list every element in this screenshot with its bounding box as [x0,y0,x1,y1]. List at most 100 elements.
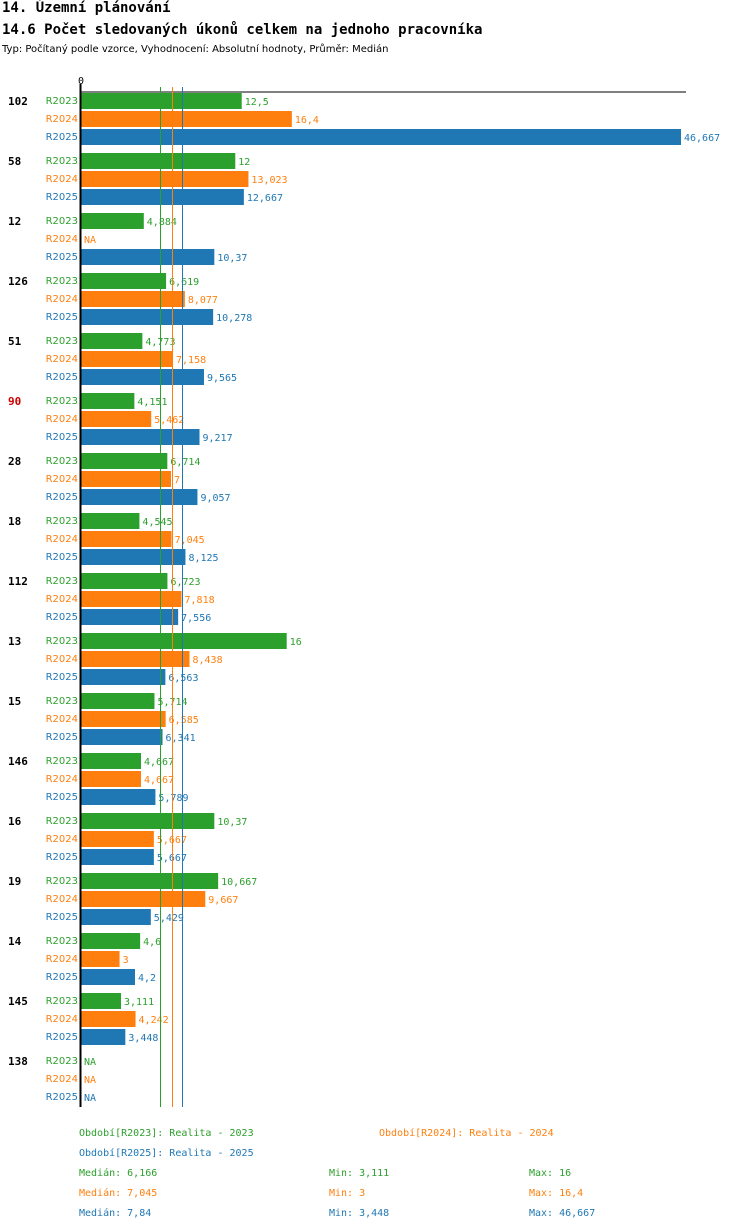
bar [81,789,156,805]
data-label: 4,884 [147,217,177,228]
bar [81,573,168,589]
series-label: R2025 [46,912,78,923]
bar [81,171,249,187]
data-label: 3,111 [124,997,154,1008]
data-label: 7,556 [181,613,211,624]
bar [81,771,142,787]
category-label: 28 [8,455,21,468]
category-label: 145 [8,995,28,1008]
data-label: 3 [123,955,129,966]
series-label: R2023 [46,816,78,827]
bar [81,513,140,529]
data-label: 16,4 [295,115,319,126]
category-label: 15 [8,695,21,708]
category-label: 146 [8,755,28,768]
data-label: 46,667 [684,133,720,144]
bar [81,609,179,625]
series-label: R2024 [46,954,78,965]
data-label: 6,341 [166,733,196,744]
series-label: R2025 [46,492,78,503]
data-label: NA [84,1075,96,1086]
series-label: R2025 [46,552,78,563]
legend-r2024: Období[R2024]: Realita - 2024 [379,1128,554,1139]
data-label: 4,6 [143,937,161,948]
data-label: 6,585 [169,715,199,726]
data-label: 4,667 [144,775,174,786]
series-label: R2024 [46,594,78,605]
bar [81,471,171,487]
bar [81,1029,126,1045]
series-label: R2025 [46,852,78,863]
series-label: R2025 [46,972,78,983]
data-label: 8,125 [188,553,218,564]
data-label: 7,158 [176,355,206,366]
series-label: R2023 [46,696,78,707]
legend-r2025: Období[R2025]: Realita - 2025 [79,1148,254,1159]
stat-min-r2025: Min: 3,448 [329,1208,390,1219]
series-label: R2024 [46,354,78,365]
stat-max-r2023: Max: 16 [529,1168,572,1179]
bar [81,831,154,847]
data-label: 6,723 [170,577,200,588]
bar [81,333,143,349]
stat-max-r2025: Max: 46,667 [529,1208,596,1219]
x-tick-label: 0 [78,76,84,87]
series-label: R2024 [46,834,78,845]
bar [81,93,242,109]
stat-median-r2024: Medián: 7,045 [79,1188,158,1199]
series-label: R2023 [46,96,78,107]
series-label: R2024 [46,114,78,125]
series-label: R2023 [46,996,78,1007]
data-label: 6,619 [169,277,199,288]
data-label: 12,5 [245,97,269,108]
category-label: 12 [8,215,21,228]
category-label: 126 [8,275,28,288]
bar [81,393,135,409]
series-label: R2024 [46,534,78,545]
bar [81,951,120,967]
series-label: R2024 [46,414,78,425]
data-label: 5,462 [154,415,184,426]
bar [81,213,144,229]
bar [81,153,236,169]
bar [81,453,168,469]
series-label: R2024 [46,894,78,905]
series-label: R2025 [46,1092,78,1103]
series-label: R2023 [46,156,78,167]
category-label: 138 [8,1055,28,1068]
data-label: 12 [238,157,250,168]
data-label: 10,667 [221,877,257,888]
category-label: 19 [8,875,21,888]
series-label: R2023 [46,576,78,587]
series-label: R2025 [46,732,78,743]
data-label: 10,278 [216,313,252,324]
page-title: 14. Územní plánování [2,0,171,16]
data-label: 13,023 [251,175,287,186]
stat-min-r2023: Min: 3,111 [329,1168,390,1179]
data-label: 8,077 [188,295,218,306]
series-label: R2024 [46,474,78,485]
data-label: 4,545 [142,517,172,528]
bar [81,273,167,289]
category-label: 13 [8,635,21,648]
series-label: R2025 [46,1032,78,1043]
bar [81,411,152,427]
data-label: 5,429 [154,913,184,924]
bar [81,993,121,1009]
bar [81,111,292,127]
data-label: 3,448 [128,1033,158,1044]
chart-type-line: Typ: Počítaný podle vzorce, Vyhodnocení:… [2,44,389,55]
series-label: R2023 [46,876,78,887]
bar [81,369,204,385]
category-label: 14 [8,935,22,948]
series-label: R2025 [46,672,78,683]
series-label: R2023 [46,396,78,407]
series-label: R2023 [46,516,78,527]
bar [81,531,172,547]
data-label: 6,714 [170,457,200,468]
bar [81,969,135,985]
series-label: R2025 [46,612,78,623]
data-label: 5,667 [157,835,187,846]
bar [81,591,182,607]
